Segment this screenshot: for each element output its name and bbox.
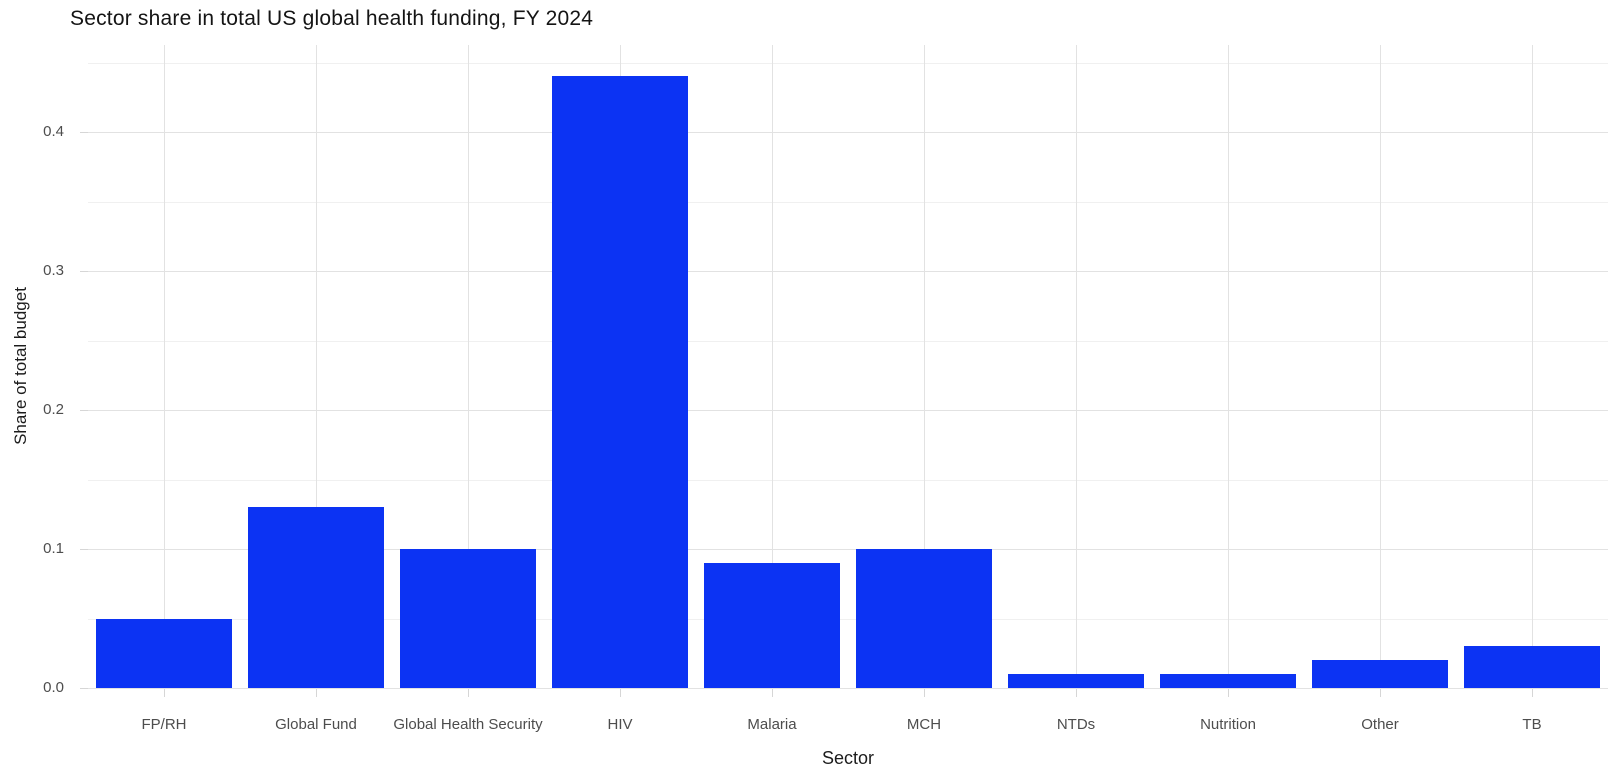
x-axis-tick (924, 689, 925, 697)
bar-global-fund (248, 507, 384, 688)
bar-ntds (1008, 674, 1144, 688)
y-axis-tick (80, 549, 88, 550)
x-axis-tick (772, 689, 773, 697)
minor-gridline (88, 340, 1608, 342)
vertical-gridline (1380, 45, 1381, 688)
major-gridline (88, 132, 1608, 133)
bar-malaria (704, 562, 840, 688)
vertical-gridline (1228, 45, 1229, 688)
x-axis-tick (316, 689, 317, 697)
bar-hiv (552, 76, 688, 688)
x-tick-label: FP/RH (141, 716, 187, 733)
major-gridline (88, 688, 1608, 689)
y-tick-label: 0.4 (43, 123, 64, 140)
x-axis-tick (1076, 689, 1077, 697)
y-tick-label: 0.0 (43, 679, 64, 696)
minor-gridline (88, 62, 1608, 64)
y-tick-label: 0.3 (43, 262, 64, 279)
bar-fp-rh (96, 618, 232, 688)
vertical-gridline (468, 45, 469, 688)
bar-nutrition (1160, 674, 1296, 688)
x-tick-label: TB (1522, 716, 1542, 733)
x-tick-label: Malaria (747, 716, 797, 733)
x-tick-label: HIV (607, 716, 633, 733)
minor-gridline (88, 618, 1608, 620)
x-tick-label: Nutrition (1200, 716, 1256, 733)
x-axis-tick (164, 689, 165, 697)
major-gridline (88, 410, 1608, 411)
x-axis-tick (1380, 689, 1381, 697)
major-gridline (88, 271, 1608, 272)
vertical-gridline (316, 45, 317, 688)
minor-gridline (88, 479, 1608, 481)
y-tick-label: 0.1 (43, 540, 64, 557)
bar-mch (856, 549, 992, 688)
major-gridline (88, 549, 1608, 550)
vertical-gridline (1076, 45, 1077, 688)
x-tick-label: Global Fund (275, 716, 357, 733)
chart-title: Sector share in total US global health f… (70, 7, 594, 30)
bar-other (1312, 660, 1448, 688)
x-axis-tick (468, 689, 469, 697)
x-tick-label: NTDs (1056, 716, 1096, 733)
x-axis-tick (1532, 689, 1533, 697)
vertical-gridline (164, 45, 165, 688)
x-tick-label: Global Health Security (393, 716, 543, 733)
y-axis-tick (80, 132, 88, 133)
x-tick-label: Other (1361, 716, 1399, 733)
vertical-gridline (772, 45, 773, 688)
x-axis-tick (620, 689, 621, 697)
y-tick-label: 0.2 (43, 401, 64, 418)
vertical-gridline (1532, 45, 1533, 688)
plot-panel (88, 45, 1608, 689)
x-tick-label: MCH (906, 716, 942, 733)
bar-tb (1464, 646, 1600, 688)
bar-global-health-security (400, 549, 536, 688)
vertical-gridline (924, 45, 925, 688)
x-axis-tick (1228, 689, 1229, 697)
y-axis-tick (80, 410, 88, 411)
minor-gridline (88, 201, 1608, 203)
y-axis-tick (80, 271, 88, 272)
y-axis-tick (80, 688, 88, 689)
y-axis-title: Share of total budget (11, 287, 30, 445)
x-axis-title: Sector (821, 748, 875, 768)
